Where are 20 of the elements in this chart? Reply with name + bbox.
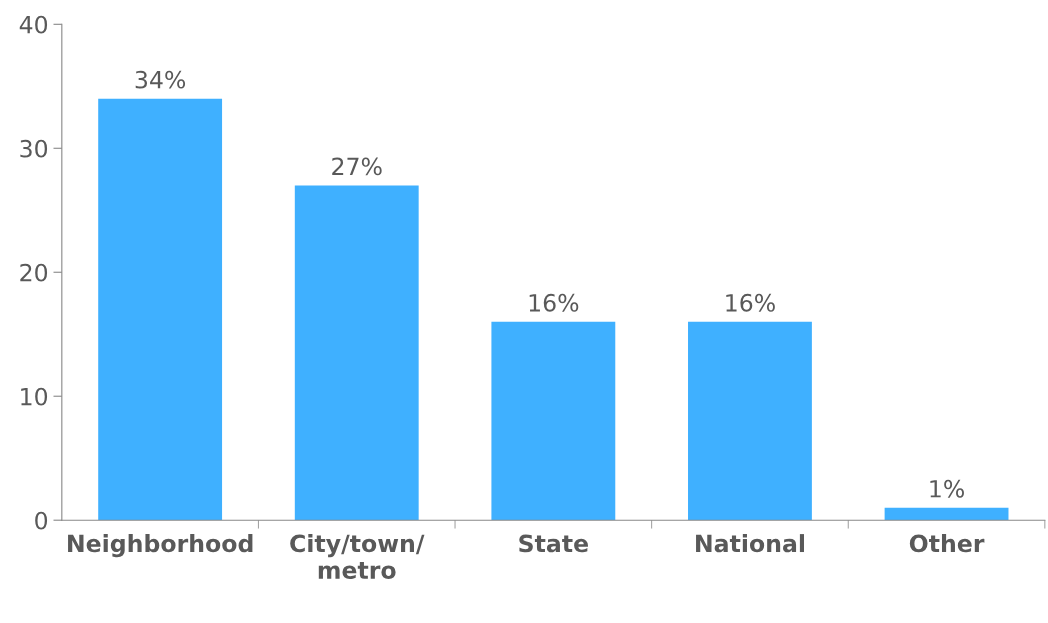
y-tick-label: 40: [19, 15, 48, 34]
data-label: 34%: [135, 70, 186, 89]
x-tick-label: State: [519, 534, 588, 553]
x-tick-label: Other: [909, 534, 985, 553]
x-tick-label: Neighborhood: [68, 534, 253, 558]
bar: [688, 321, 812, 521]
y-tick-label: 10: [21, 387, 48, 406]
y-tick-label: 30: [20, 139, 48, 158]
data-label: 16%: [529, 293, 579, 312]
data-label: 27%: [332, 157, 382, 176]
data-label: 16%: [726, 293, 775, 312]
bar: [884, 507, 1009, 521]
y-tick-label: 20: [20, 263, 48, 282]
bar: [294, 185, 419, 521]
data-label: 1%: [930, 479, 964, 498]
y-tick-label: 0: [35, 511, 48, 530]
x-tick-label: National: [696, 534, 805, 553]
x-tick-label: City/town/ metro: [290, 534, 425, 579]
bar: [98, 98, 223, 521]
bar: [491, 321, 616, 521]
